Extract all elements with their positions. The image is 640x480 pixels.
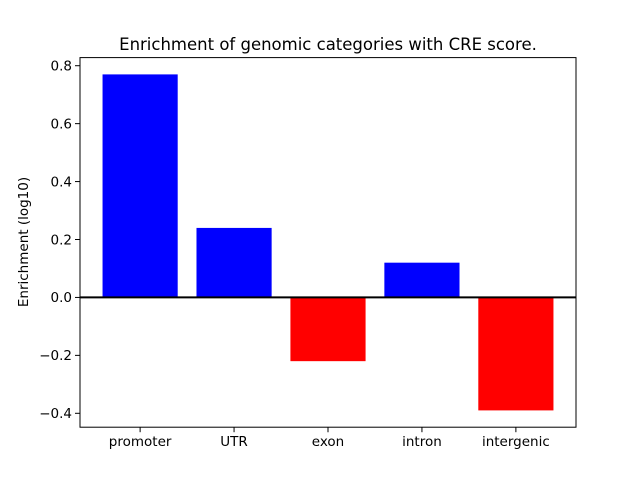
x-tick-label-promoter: promoter xyxy=(109,434,172,450)
x-tick-label-exon: exon xyxy=(312,434,344,450)
chart-title: Enrichment of genomic categories with CR… xyxy=(119,35,537,54)
y-tick-label: 0.6 xyxy=(51,116,72,132)
y-tick-label: 0.0 xyxy=(51,290,72,306)
y-tick-label: −0.2 xyxy=(39,348,72,364)
bar-intron xyxy=(384,262,460,298)
bar-intergenic xyxy=(478,297,554,411)
bar-promoter xyxy=(102,74,178,298)
y-tick-label: −0.4 xyxy=(39,406,72,422)
x-tick-label-UTR: UTR xyxy=(220,434,248,450)
bar-UTR xyxy=(196,227,272,298)
x-tick-label-intergenic: intergenic xyxy=(482,434,550,450)
y-tick-label: 0.8 xyxy=(51,59,72,75)
x-tick-label-intron: intron xyxy=(402,434,442,450)
y-tick-label: 0.4 xyxy=(51,174,72,190)
bar-exon xyxy=(290,297,366,362)
y-tick-label: 0.2 xyxy=(51,232,72,248)
